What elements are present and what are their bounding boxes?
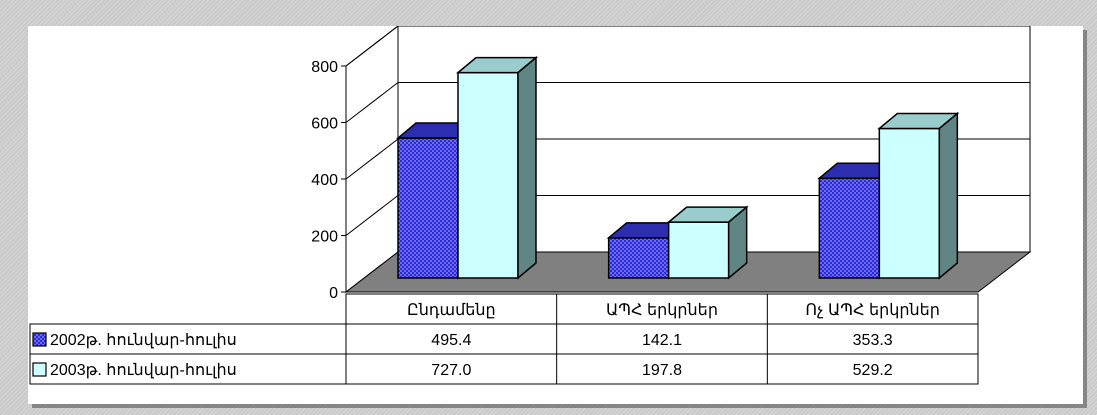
data-value: 353.3: [853, 332, 893, 349]
table-row: [29, 353, 979, 385]
series-name: 2002թ. հունվար-հուլիս: [50, 332, 237, 349]
category-label: Ընդամենը: [407, 302, 496, 319]
data-value: 197.8: [642, 362, 682, 379]
bar: [666, 205, 749, 280]
y-axis: 0 200 400 600 800: [311, 59, 347, 302]
bar-front: [667, 221, 730, 279]
data-value: 495.4: [431, 332, 471, 349]
data-table: Ընդամենը ԱՊՀ երկրներ Ոչ ԱՊՀ երկրներ 2002թ. …: [29, 293, 979, 385]
gridline: [345, 26, 1030, 67]
bar-side: [938, 111, 959, 280]
data-value: 529.2: [853, 362, 893, 379]
series-name: 2003թ. հունվար-հուլիս: [50, 362, 237, 379]
legend-swatch: [32, 332, 47, 347]
bar-front: [878, 127, 941, 279]
bar-front: [397, 137, 459, 279]
chart-panel: 0 200 400 600 800 Ընդամենը ԱՊՀ երկրներ Ոչ ԱՊՀ …: [28, 26, 1083, 404]
gridline: [345, 82, 1030, 123]
data-value: 727.0: [431, 362, 471, 379]
bars: [395, 56, 960, 280]
y-tick-label: 800: [311, 59, 338, 76]
bar-front: [607, 237, 670, 279]
bar-side: [727, 205, 748, 280]
y-tick-label: 600: [311, 116, 338, 133]
bar-chart: 0 200 400 600 800 Ընդամենը ԱՊՀ երկրներ Ոչ ԱՊՀ …: [29, 26, 1032, 385]
y-tick-label: 0: [329, 285, 338, 302]
data-value: 142.1: [642, 332, 682, 349]
bar: [877, 111, 960, 280]
category-label: ԱՊՀ երկրներ: [606, 302, 718, 319]
bar: [455, 56, 539, 280]
legend-swatch: [32, 362, 47, 377]
bar-front: [818, 177, 881, 279]
bar-side: [517, 56, 537, 280]
bar-front: [457, 71, 519, 279]
y-tick-label: 400: [311, 172, 338, 189]
y-tick-label: 200: [311, 229, 338, 246]
category-label: Ոչ ԱՊՀ երկրներ: [805, 302, 940, 319]
